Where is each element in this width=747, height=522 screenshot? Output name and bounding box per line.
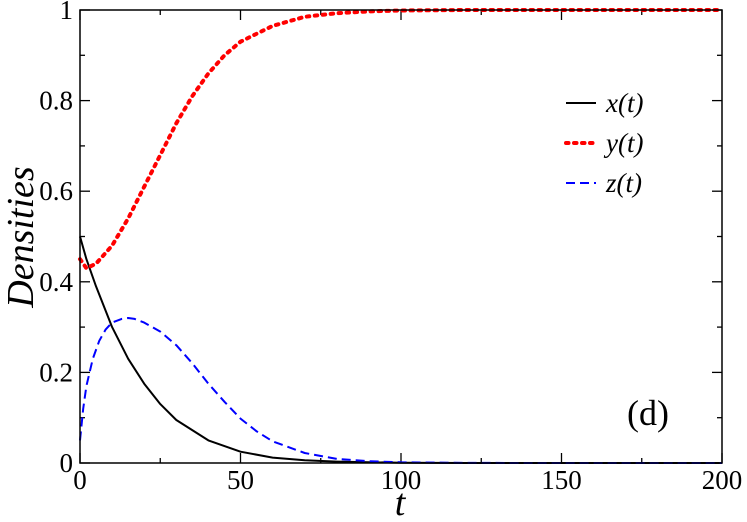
series-line-xt <box>79 236 722 464</box>
chart-legend: x(t) y(t) z(t) <box>564 88 643 198</box>
series-line-zt <box>79 317 722 464</box>
x-axis-title: t <box>395 482 407 522</box>
plot-area <box>78 8 724 464</box>
y-tick-label: 0.4 <box>39 267 73 297</box>
plot-frame <box>79 9 723 464</box>
y-tick-label: 1 <box>60 0 74 25</box>
y-axis-title: Densities <box>0 166 42 308</box>
legend-label: z(t) <box>605 168 642 198</box>
legend-label: y(t) <box>603 128 643 158</box>
y-tick-label: 0.8 <box>39 86 73 116</box>
y-tick-label: 0 <box>60 448 74 478</box>
y-tick-label: 0.2 <box>39 357 73 387</box>
x-tick-label: 150 <box>541 465 582 495</box>
x-tick-label: 50 <box>227 465 254 495</box>
x-tick-label: 0 <box>73 465 87 495</box>
legend-label: x(t) <box>605 88 643 118</box>
axis-tick-labels: 0 50 100 150 200 0 0.2 0.4 0.6 0.8 1 <box>39 0 742 495</box>
x-tick-label: 100 <box>381 465 422 495</box>
y-tick-label: 0.6 <box>39 176 73 206</box>
x-tick-label: 200 <box>702 465 743 495</box>
panel-label: (d) <box>627 393 669 433</box>
axis-ticks <box>79 9 723 464</box>
